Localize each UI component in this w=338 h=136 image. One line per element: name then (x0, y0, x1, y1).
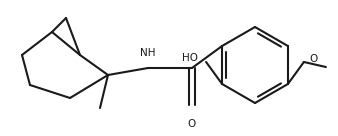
Text: HO: HO (182, 53, 198, 63)
Text: O: O (309, 54, 317, 64)
Text: O: O (188, 119, 196, 129)
Text: NH: NH (140, 48, 156, 58)
